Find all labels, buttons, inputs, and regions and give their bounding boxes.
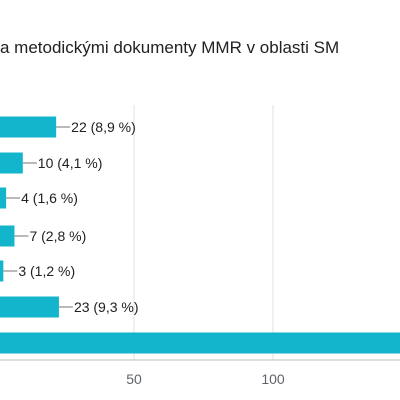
- x-tick-label: 100: [261, 371, 285, 387]
- data-label-3: 7 (2,8 %): [29, 228, 86, 244]
- data-label-1: 10 (4,1 %): [38, 155, 103, 171]
- x-tick-label: 50: [126, 371, 142, 387]
- data-label-2: 4 (1,6 %): [21, 190, 78, 206]
- data-label-4: 3 (1,2 %): [18, 263, 75, 279]
- data-label-5: 23 (9,3 %): [74, 299, 139, 315]
- bar-3: [0, 225, 15, 247]
- bar-5: [0, 296, 59, 318]
- bar-6: [0, 332, 400, 354]
- bar-1: [0, 152, 23, 174]
- bar-0: [0, 116, 57, 138]
- bar-2: [0, 187, 7, 209]
- bar-4: [0, 260, 4, 282]
- data-label-0: 22 (8,9 %): [71, 119, 136, 135]
- chart-title: a metodickými dokumenty MMR v oblasti SM: [0, 38, 340, 57]
